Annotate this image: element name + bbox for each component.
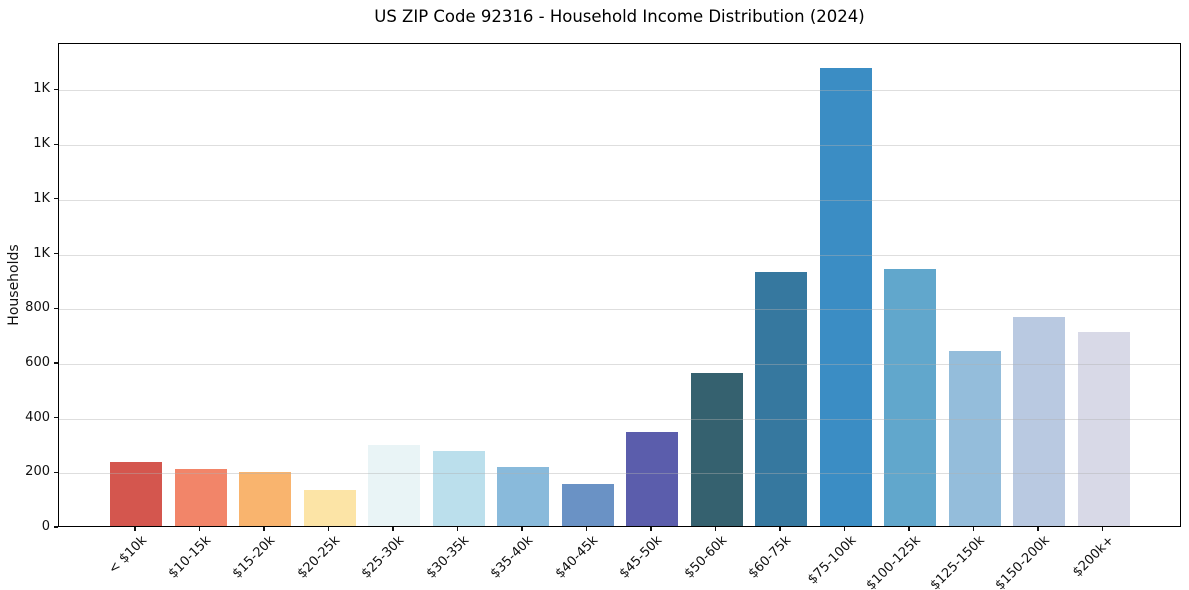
bar-25-30k (368, 444, 420, 526)
x-tick-label-35-40k: $35-40k (488, 533, 537, 582)
gridline-y-1200 (59, 199, 1180, 201)
y-tick-mark (54, 252, 58, 255)
bar-35-40k (497, 467, 549, 526)
y-tick-label: 1K (33, 136, 50, 152)
x-tick-label-10k: < $10k (105, 533, 150, 578)
bar-100-125k (884, 268, 936, 526)
x-tick-mark (843, 527, 846, 531)
gridline-y-1400 (59, 145, 1180, 147)
x-tick-mark (521, 527, 523, 531)
y-tick-label: 1K (33, 245, 50, 261)
bar-60-75k (755, 272, 807, 526)
y-tick-label: 0 (41, 519, 50, 534)
x-tick-mark (585, 527, 588, 531)
gridline-y-200 (59, 473, 1180, 475)
x-tick-label-75-100k: $75-100k (804, 533, 860, 588)
x-tick-label-25-30k: $25-30k (359, 533, 408, 582)
x-tick-label-100-125k: $100-125k (863, 533, 924, 590)
x-tick-mark (714, 527, 717, 531)
bar-15-20k (239, 471, 291, 526)
y-tick-mark (54, 88, 58, 91)
y-tick-label: 800 (25, 300, 50, 316)
x-tick-label-45-50k: $45-50k (617, 533, 666, 582)
x-tick-label-40-45k: $40-45k (552, 533, 602, 582)
bar-10k (110, 461, 162, 526)
chart-title: US ZIP Code 92316 - Household Income Dis… (374, 7, 865, 26)
x-tick-mark (327, 527, 330, 531)
x-tick-label-15-20k: $15-20k (230, 533, 279, 582)
x-tick-label-200k: $200k+ (1070, 533, 1118, 581)
plot-area (58, 43, 1181, 527)
x-tick-label-50-60k: $50-60k (681, 533, 731, 582)
x-tick-mark (134, 527, 136, 531)
bar-20-25k (303, 489, 356, 526)
x-tick-label-10-15k: $10-15k (165, 533, 215, 582)
y-tick-mark (54, 471, 58, 473)
x-tick-mark (779, 527, 781, 531)
x-tick-mark (1037, 527, 1039, 531)
y-tick-mark (54, 143, 58, 145)
gridline-y-600 (59, 363, 1180, 365)
bar-200k (1077, 331, 1130, 526)
x-tick-label-125-150k: $125-150k (927, 533, 989, 590)
gridline-y-400 (59, 418, 1180, 420)
x-tick-mark (263, 527, 265, 531)
bar-40-45k (561, 483, 614, 526)
y-tick-mark (54, 362, 58, 364)
y-tick-label: 200 (25, 464, 50, 480)
x-tick-label-20-25k: $20-25k (294, 533, 344, 582)
y-tick-mark (54, 526, 58, 528)
y-tick-label: 400 (25, 409, 50, 425)
x-tick-label-30-35k: $30-35k (423, 533, 473, 582)
y-tick-label: 600 (25, 354, 50, 370)
bar-50-60k (690, 372, 743, 526)
x-tick-mark (456, 527, 459, 531)
y-tick-mark (54, 307, 58, 309)
y-tick-mark (54, 198, 58, 200)
x-tick-label-150-200k: $150-200k (992, 533, 1053, 590)
y-tick-label: 1K (33, 81, 50, 97)
bar-75-100k (819, 67, 872, 526)
bar-10-15k (174, 469, 227, 526)
bar-45-50k (626, 431, 678, 526)
gridline-y-800 (59, 309, 1180, 311)
bar-150-200k (1013, 316, 1065, 526)
gridline-y-1000 (59, 254, 1180, 256)
y-tick-mark (54, 417, 58, 419)
x-tick-mark (972, 527, 975, 531)
gridline-y-1600 (59, 90, 1180, 92)
y-tick-label: 1K (33, 190, 50, 206)
x-tick-mark (650, 527, 652, 531)
x-tick-mark (908, 527, 910, 531)
x-tick-mark (1101, 527, 1104, 531)
bar-125-150k (948, 351, 1001, 526)
x-tick-mark (392, 527, 394, 531)
bar-30-35k (432, 450, 485, 526)
x-tick-label-60-75k: $60-75k (746, 533, 795, 582)
x-tick-mark (198, 527, 201, 531)
